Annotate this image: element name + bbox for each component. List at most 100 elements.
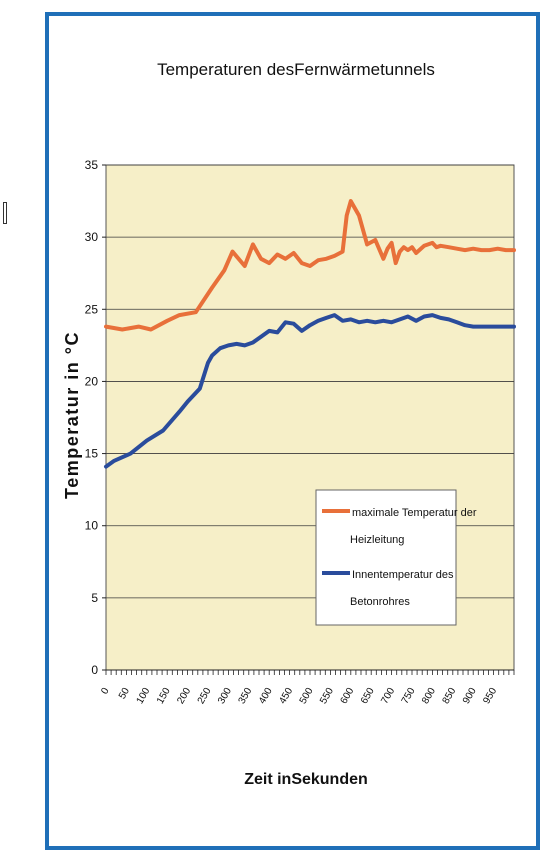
series-1-point: [251, 340, 255, 345]
series-0-point: [410, 245, 414, 249]
y-tick-label: 25: [85, 302, 99, 316]
x-tick-label: 300: [216, 686, 234, 706]
series-1-point: [324, 316, 328, 320]
x-tick-label: 900: [461, 686, 479, 706]
series-0-point: [194, 310, 198, 314]
series-0-point: [357, 213, 361, 218]
legend-label-0: Heizleitung: [350, 534, 404, 546]
series-1-point: [479, 325, 483, 329]
series-1-point: [422, 314, 426, 319]
series-0-point: [406, 248, 410, 252]
series-0-point: [463, 248, 467, 252]
series-1-point: [365, 319, 369, 323]
x-tick-label: 950: [481, 686, 499, 706]
series-1-point: [447, 317, 451, 321]
series-0-point: [341, 250, 345, 254]
series-1-point: [235, 342, 239, 346]
x-tick-label: 400: [257, 686, 275, 706]
x-axis-label: Zeit inSekunden: [244, 771, 368, 788]
series-1-point: [349, 317, 353, 321]
series-1-point: [471, 325, 475, 329]
y-tick-label: 10: [85, 519, 99, 533]
x-tick-label: 150: [155, 686, 173, 706]
x-tick-label: 850: [441, 686, 459, 706]
series-1-point: [341, 319, 345, 323]
series-1-point: [112, 459, 116, 463]
series-1-point: [390, 320, 394, 324]
series-1-point: [206, 361, 210, 365]
y-tick-label: 5: [91, 591, 98, 605]
x-tick-label: 600: [339, 686, 357, 706]
chart-title: Temperaturen desFernwärmetunnels: [157, 60, 435, 79]
x-tick-label: 200: [175, 686, 193, 706]
x-tick-label: 750: [400, 686, 418, 706]
series-0-point: [251, 242, 255, 246]
series-0-point: [414, 251, 418, 255]
series-0-point: [430, 241, 434, 245]
x-tick-label: 500: [298, 686, 316, 706]
series-1-point: [373, 320, 377, 324]
series-1-point: [487, 325, 492, 329]
series-1-point: [283, 320, 288, 324]
series-1-point: [161, 428, 165, 433]
series-1-point: [308, 323, 312, 327]
series-1-point: [316, 319, 320, 323]
series-0-point: [104, 325, 108, 329]
legend: maximale Temperatur der Heizleitung Innent…: [315, 489, 477, 626]
series-0-point: [267, 261, 271, 265]
series-0-point: [308, 264, 312, 268]
series-1-point: [300, 329, 304, 333]
series-1-point: [210, 353, 214, 358]
series-1-point: [332, 313, 337, 317]
x-tick-label: 250: [196, 686, 214, 706]
series-0-point: [165, 319, 169, 323]
series-0-point: [381, 257, 385, 261]
series-1-point: [243, 343, 247, 347]
series-1-point: [455, 320, 459, 324]
series-1-point: [439, 316, 443, 320]
series-0-point: [275, 252, 279, 257]
series-0-point: [479, 248, 483, 252]
series-0-point: [324, 257, 328, 261]
series-1-point: [512, 325, 516, 329]
grid: [106, 164, 514, 599]
x-tick-label: 450: [277, 686, 295, 706]
series-1-point: [463, 323, 467, 327]
y-axis-label: Temperatur in °C: [62, 331, 82, 499]
series-0-point: [137, 325, 141, 329]
series-1-point: [406, 314, 410, 319]
series-0-point: [222, 268, 226, 272]
series-1-point: [145, 439, 149, 443]
series-1-point: [104, 465, 108, 469]
series-0-point: [512, 248, 516, 252]
series-0-point: [402, 245, 406, 249]
series-1-point: [186, 400, 190, 404]
series-1-point: [275, 330, 279, 334]
legend-label-1: Innentemperatur des: [352, 569, 454, 581]
series-0-point: [300, 261, 304, 265]
y-tick-label: 20: [85, 374, 99, 388]
series-1-point: [398, 317, 402, 321]
series-1-point: [218, 346, 222, 350]
x-tick-label: 550: [318, 686, 336, 706]
x-tick-label: 100: [135, 686, 153, 706]
series-1-point: [198, 387, 202, 391]
legend-label-0: maximale Temperatur der: [352, 507, 477, 519]
y-tick-label: 15: [85, 447, 99, 461]
series-lines: [104, 199, 516, 469]
series-0-point: [283, 257, 288, 261]
series-0-point: [385, 247, 390, 251]
series-0-point: [243, 264, 247, 268]
series-1-point: [504, 325, 508, 329]
series-0-point: [422, 244, 426, 248]
series-0-point: [210, 286, 214, 290]
series-0-point: [349, 199, 353, 203]
series-1-point: [430, 313, 434, 317]
series-1-point: [177, 410, 181, 414]
series-0-point: [230, 250, 235, 254]
x-axis: 0 50 100 150 200 250 300 350 400 450 500 550 600 650 7…: [99, 669, 515, 706]
series-0-point: [439, 244, 443, 248]
series-0-point: [373, 238, 377, 242]
series-1-point: [381, 319, 385, 323]
